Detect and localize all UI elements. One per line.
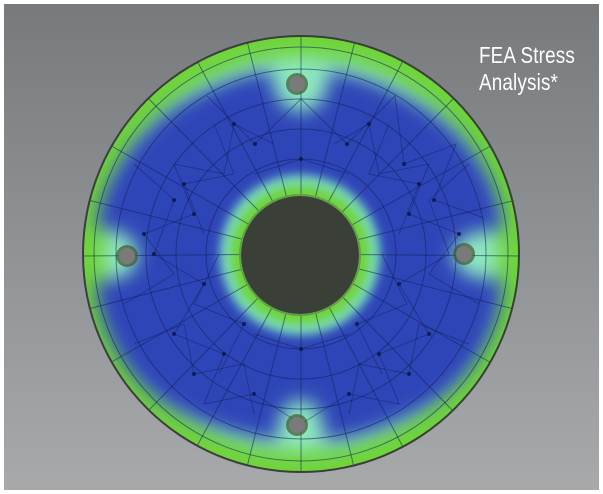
mesh-nodes <box>142 122 461 396</box>
image-frame: FEA Stress Analysis* <box>4 4 599 490</box>
fea-mesh <box>81 34 521 474</box>
caption: FEA Stress Analysis* <box>479 42 575 96</box>
bolt-holes <box>116 73 475 436</box>
caption-line-2: Analysis* <box>479 69 559 95</box>
fea-disc-figure <box>4 4 599 490</box>
center-hole-edge <box>239 194 361 316</box>
caption-line-1: FEA Stress <box>479 42 575 68</box>
